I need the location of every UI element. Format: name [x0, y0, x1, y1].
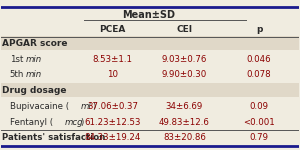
- Text: PCEA: PCEA: [100, 25, 126, 34]
- Text: 8.53±1.1: 8.53±1.1: [93, 55, 133, 64]
- Text: Mean±SD: Mean±SD: [122, 10, 175, 20]
- Text: p: p: [256, 25, 262, 34]
- Text: 0.046: 0.046: [247, 55, 271, 64]
- Text: ): ): [81, 118, 84, 127]
- Text: 9.03±0.76: 9.03±0.76: [162, 55, 207, 64]
- Text: Fentanyl (: Fentanyl (: [10, 118, 53, 127]
- Text: ): ): [92, 102, 95, 111]
- Text: 9.90±0.30: 9.90±0.30: [162, 70, 207, 79]
- Text: 1st: 1st: [10, 55, 23, 64]
- Bar: [1, 83, 299, 97]
- Text: 61.23±12.53: 61.23±12.53: [84, 118, 141, 127]
- Text: 5th: 5th: [10, 70, 24, 79]
- Text: Drug dosage: Drug dosage: [2, 86, 67, 95]
- Text: APGAR score: APGAR score: [2, 39, 68, 48]
- Text: <0.001: <0.001: [243, 118, 275, 127]
- Text: mcg: mcg: [65, 118, 83, 127]
- Text: 34±6.69: 34±6.69: [166, 102, 203, 111]
- Bar: [1, 36, 299, 50]
- Text: min: min: [26, 70, 42, 79]
- Text: 0.078: 0.078: [247, 70, 271, 79]
- Text: 0.09: 0.09: [250, 102, 268, 111]
- Text: 83±20.86: 83±20.86: [163, 133, 206, 142]
- Text: 37.06±0.37: 37.06±0.37: [87, 102, 138, 111]
- Text: Patients' satisfaction: Patients' satisfaction: [2, 133, 106, 142]
- Text: 84.33±19.24: 84.33±19.24: [85, 133, 141, 142]
- Text: ml: ml: [81, 102, 92, 111]
- Text: Bupivacaine (: Bupivacaine (: [10, 102, 69, 111]
- Text: min: min: [26, 55, 42, 64]
- Text: 0.79: 0.79: [250, 133, 268, 142]
- Text: 10: 10: [107, 70, 118, 79]
- Text: 49.83±12.6: 49.83±12.6: [159, 118, 210, 127]
- Text: CEI: CEI: [176, 25, 192, 34]
